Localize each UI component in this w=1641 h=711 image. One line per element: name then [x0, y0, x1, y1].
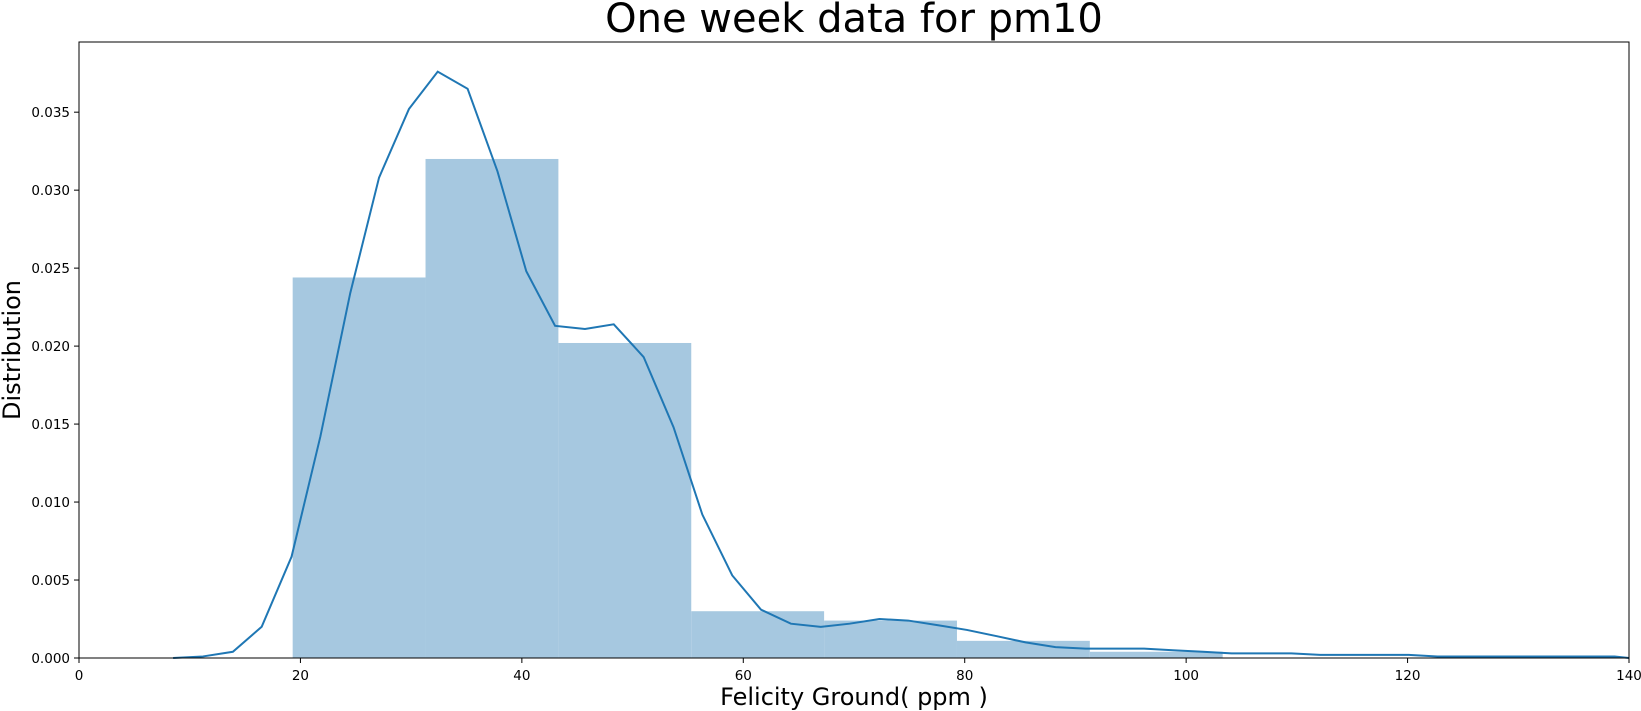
x-tick-label: 80 — [956, 668, 973, 684]
y-axis-label: Distribution — [0, 280, 26, 420]
histogram-bars — [292, 158, 1223, 658]
x-tick-label: 60 — [735, 668, 752, 684]
histogram-bar — [691, 611, 825, 658]
x-tick-label: 120 — [1395, 668, 1421, 684]
y-tick-label: 0.010 — [31, 495, 70, 511]
chart-title: One week data for pm10 — [605, 0, 1103, 42]
x-tick-label: 100 — [1173, 668, 1199, 684]
x-tick-label: 140 — [1616, 668, 1641, 684]
histogram-bar — [956, 640, 1090, 658]
x-axis-ticks: 0 20 40 60 80 100 120 140 — [75, 658, 1641, 684]
y-tick-label: 0.025 — [31, 261, 70, 277]
plot-frame — [78, 41, 1630, 659]
x-axis-label: Felicity Ground( ppm ) — [720, 683, 988, 711]
histogram-bar — [1089, 651, 1223, 658]
histogram-bar — [558, 342, 692, 658]
x-tick-label: 40 — [513, 668, 530, 684]
y-tick-label: 0.000 — [31, 651, 70, 667]
x-tick-label: 20 — [292, 668, 309, 684]
histogram-bar — [425, 158, 559, 658]
kde-line — [173, 70, 1630, 659]
x-tick-label: 0 — [75, 668, 84, 684]
y-tick-label: 0.035 — [31, 105, 70, 121]
histogram-bar — [292, 277, 426, 658]
y-tick-label: 0.020 — [31, 339, 70, 355]
y-axis-ticks: 0.000 0.005 0.010 0.015 0.020 0.025 0.030 0.035 — [31, 105, 79, 667]
y-tick-label: 0.015 — [31, 417, 70, 433]
y-tick-label: 0.030 — [31, 183, 70, 199]
histogram-bar — [824, 620, 957, 658]
y-tick-label: 0.005 — [31, 573, 70, 589]
